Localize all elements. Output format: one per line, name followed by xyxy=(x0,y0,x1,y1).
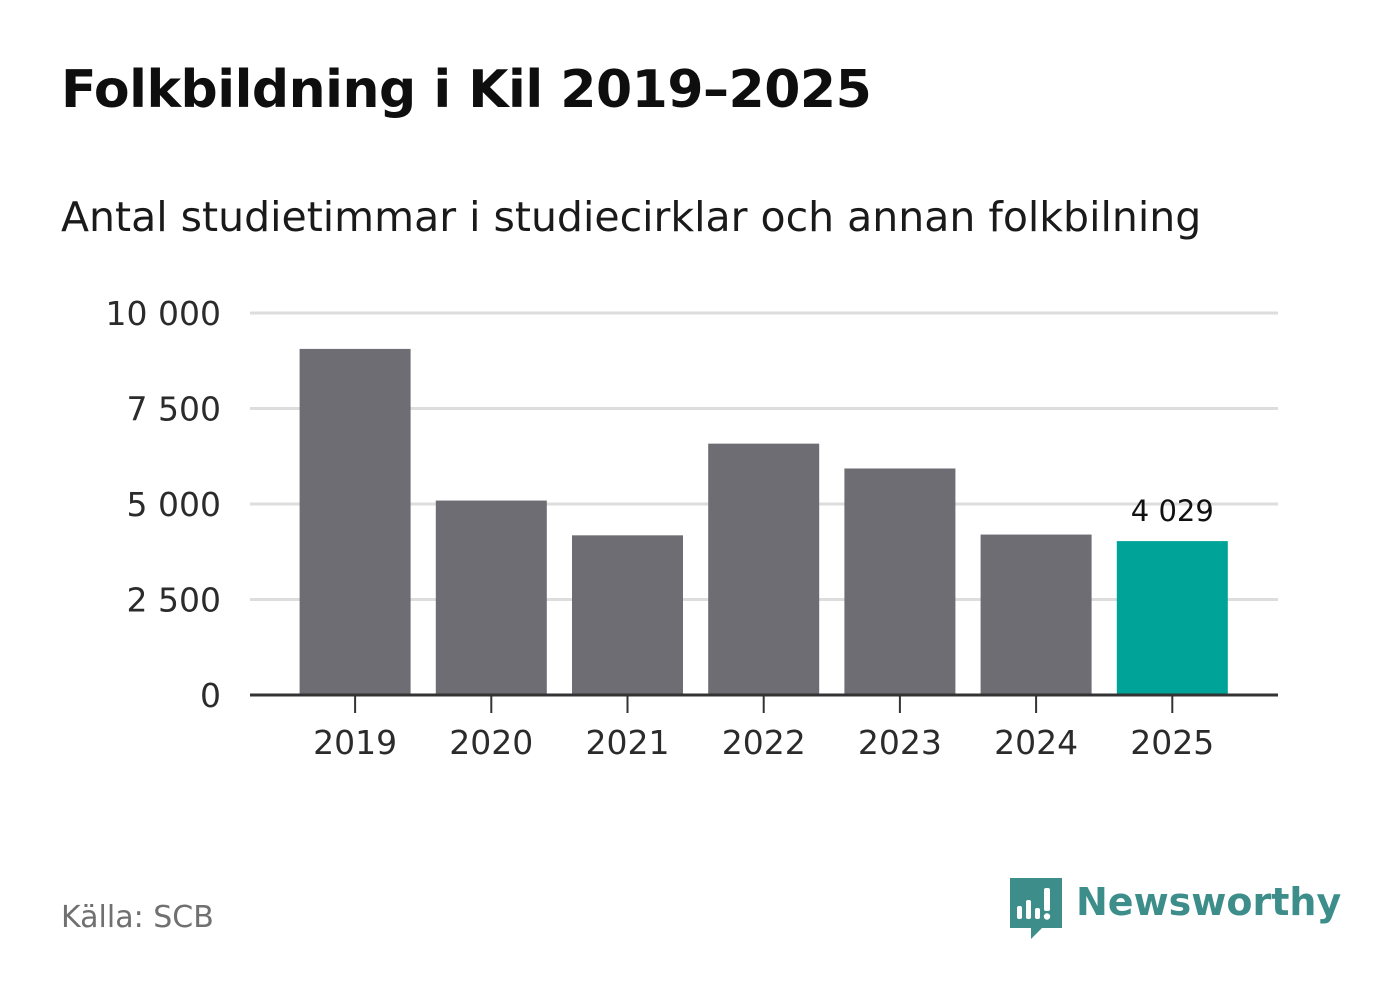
page-subtitle: Antal studietimmar i studiecirklar och a… xyxy=(61,193,1202,241)
newsworthy-logo-icon xyxy=(1010,878,1062,939)
x-tick-label: 2021 xyxy=(586,723,670,762)
brand-name: Newsworthy xyxy=(1076,880,1342,924)
y-tick-label: 7 500 xyxy=(127,390,221,429)
x-tick-label: 2019 xyxy=(313,723,397,762)
source-label: Källa: SCB xyxy=(61,900,214,935)
x-tick-label: 2023 xyxy=(858,723,942,762)
page-title: Folkbildning i Kil 2019–2025 xyxy=(61,60,872,120)
labels-layer: 0 2 500 5 000 7 500 10 000 2019 2020 2021 2022 20… xyxy=(106,294,1215,762)
bar-2025 xyxy=(1116,541,1228,695)
bars-layer xyxy=(299,348,1228,695)
bar-2021 xyxy=(572,535,683,695)
bar-2019 xyxy=(299,348,411,695)
bar-2022 xyxy=(708,443,820,695)
x-tick-label: 2025 xyxy=(1130,723,1214,762)
axis-layer xyxy=(250,693,1278,713)
y-tick-label: 5 000 xyxy=(127,485,221,524)
brand: Newsworthy xyxy=(1010,878,1341,942)
x-tick-label: 2024 xyxy=(994,723,1078,762)
y-tick-label: 2 500 xyxy=(127,581,221,620)
bar-2024 xyxy=(980,534,1092,695)
x-tick-label: 2022 xyxy=(722,723,806,762)
bar-2023 xyxy=(844,468,956,695)
bar-2020 xyxy=(435,500,547,695)
x-tick-label: 2020 xyxy=(449,723,533,762)
y-tick-label: 10 000 xyxy=(106,294,221,333)
y-tick-label: 0 xyxy=(200,676,221,715)
data-label: 4 029 xyxy=(1131,494,1214,528)
